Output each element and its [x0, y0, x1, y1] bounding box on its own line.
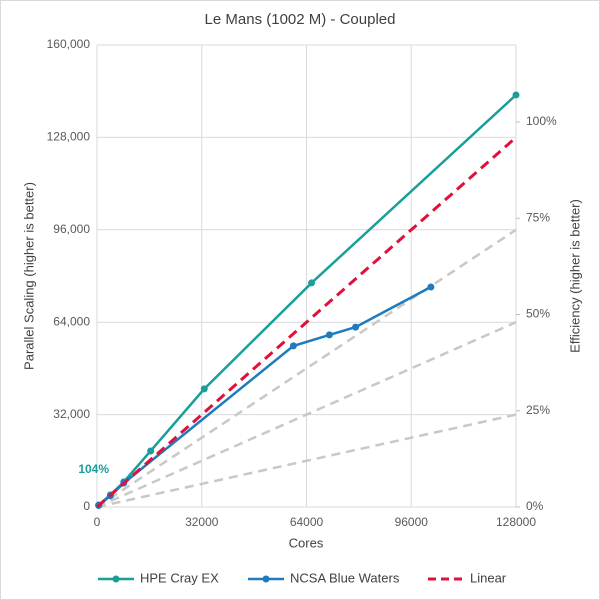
y-tick-label: 32,000	[53, 407, 90, 421]
legend-marker	[262, 575, 270, 583]
x-tick-label: 32000	[185, 515, 219, 529]
legend-label: HPE Cray EX	[140, 570, 219, 585]
data-point	[352, 323, 360, 331]
y-tick-label: 0	[83, 499, 90, 513]
y-tick-label: 96,000	[53, 222, 90, 236]
y2-axis-title: Efficiency (higher is better)	[567, 199, 582, 353]
legend-label: NCSA Blue Waters	[290, 570, 400, 585]
y-tick-label: 160,000	[47, 37, 91, 51]
data-point	[289, 342, 297, 350]
x-tick-label: 0	[94, 515, 101, 529]
y2-tick-label: 25%	[526, 403, 550, 417]
annotation: 104%	[78, 462, 109, 476]
x-axis-title: Cores	[289, 535, 324, 550]
y2-tick-label: 50%	[526, 307, 550, 321]
efficiency-reference-line	[96, 321, 517, 509]
y-axis-title: Parallel Scaling (higher is better)	[21, 182, 36, 370]
data-point	[308, 279, 316, 287]
y2-tick-label: 100%	[526, 114, 557, 128]
data-point	[200, 385, 208, 393]
efficiency-reference-line	[96, 413, 517, 509]
legend-marker	[112, 575, 120, 583]
data-point	[512, 91, 520, 99]
data-point	[427, 283, 435, 291]
x-tick-label: 96000	[395, 515, 429, 529]
x-tick-label: 128000	[496, 515, 536, 529]
data-point	[147, 447, 155, 455]
series-line	[96, 136, 517, 509]
x-tick-label: 64000	[290, 515, 324, 529]
y-tick-label: 128,000	[47, 130, 91, 144]
efficiency-reference-line	[96, 228, 517, 509]
y2-tick-label: 75%	[526, 210, 550, 224]
legend-label: Linear	[470, 570, 507, 585]
y-tick-label: 64,000	[53, 314, 90, 328]
data-point	[325, 331, 333, 339]
chart-title: Le Mans (1002 M) - Coupled	[205, 11, 396, 28]
y2-tick-label: 0%	[526, 499, 544, 513]
